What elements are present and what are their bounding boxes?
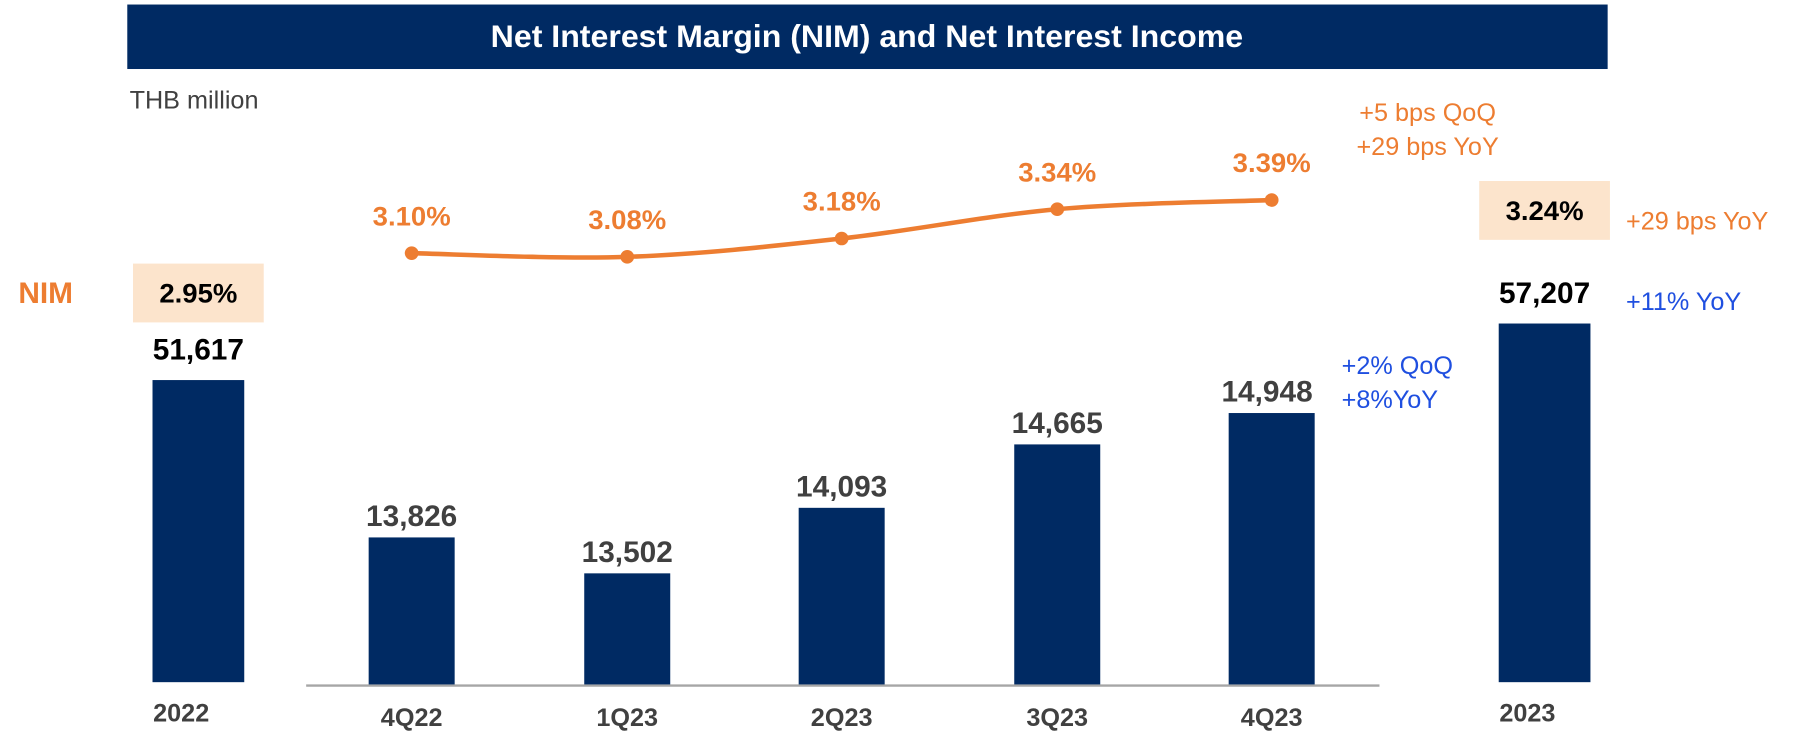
annotation: +5 bps QoQ	[1359, 99, 1496, 127]
bar-value-label: 51,617	[153, 334, 244, 367]
x-tick-label: 2022	[153, 700, 209, 728]
bar	[152, 380, 245, 683]
annotation: +29 bps YoY	[1626, 208, 1769, 236]
nim-value-label: 3.10%	[373, 200, 451, 231]
nim-point	[404, 246, 419, 260]
x-tick-label: 4Q22	[381, 704, 443, 732]
nim-value-label: 3.34%	[1018, 156, 1096, 187]
nim-value-label: 3.24%	[1506, 195, 1584, 226]
bar	[368, 537, 455, 685]
bar	[1228, 413, 1315, 685]
bar	[584, 573, 671, 685]
nim-value-label: 3.39%	[1233, 147, 1311, 178]
bar-value-label: 14,948	[1221, 376, 1312, 409]
nim-box	[1479, 181, 1610, 240]
bar	[798, 507, 885, 685]
title-banner	[127, 4, 1608, 70]
bar-value-label: 13,826	[366, 500, 457, 533]
nim-point	[834, 231, 849, 246]
annotation: +8%YoY	[1342, 386, 1439, 414]
x-tick-label: 4Q23	[1241, 704, 1303, 732]
x-tick-label: 1Q23	[596, 704, 658, 732]
x-tick-label: 2023	[1499, 700, 1555, 728]
bar	[1014, 444, 1101, 685]
nim-box	[133, 263, 264, 323]
bar-value-label: 57,207	[1499, 277, 1590, 310]
nim-value-label: 2.95%	[159, 278, 237, 309]
annotation: +11% YoY	[1626, 288, 1742, 316]
nim-value-label: 3.18%	[803, 186, 881, 217]
x-tick-label: 2Q23	[811, 704, 873, 732]
nim-label: NIM	[18, 277, 73, 310]
unit-label: THB million	[130, 87, 259, 115]
x-tick-label: 3Q23	[1026, 704, 1088, 732]
nim-point	[1050, 202, 1065, 216]
nim-point	[620, 250, 635, 264]
bar-value-label: 14,093	[796, 471, 887, 504]
annotation: +2% QoQ	[1342, 352, 1453, 380]
annotation: +29 bps YoY	[1356, 133, 1499, 161]
bar-value-label: 14,665	[1012, 407, 1103, 440]
nim-point	[1264, 193, 1279, 207]
bar	[1498, 323, 1591, 683]
bar-value-label: 13,502	[582, 536, 673, 569]
chart-title: Net Interest Margin (NIM) and Net Intere…	[491, 18, 1243, 54]
nim-value-label: 3.08%	[588, 204, 666, 235]
